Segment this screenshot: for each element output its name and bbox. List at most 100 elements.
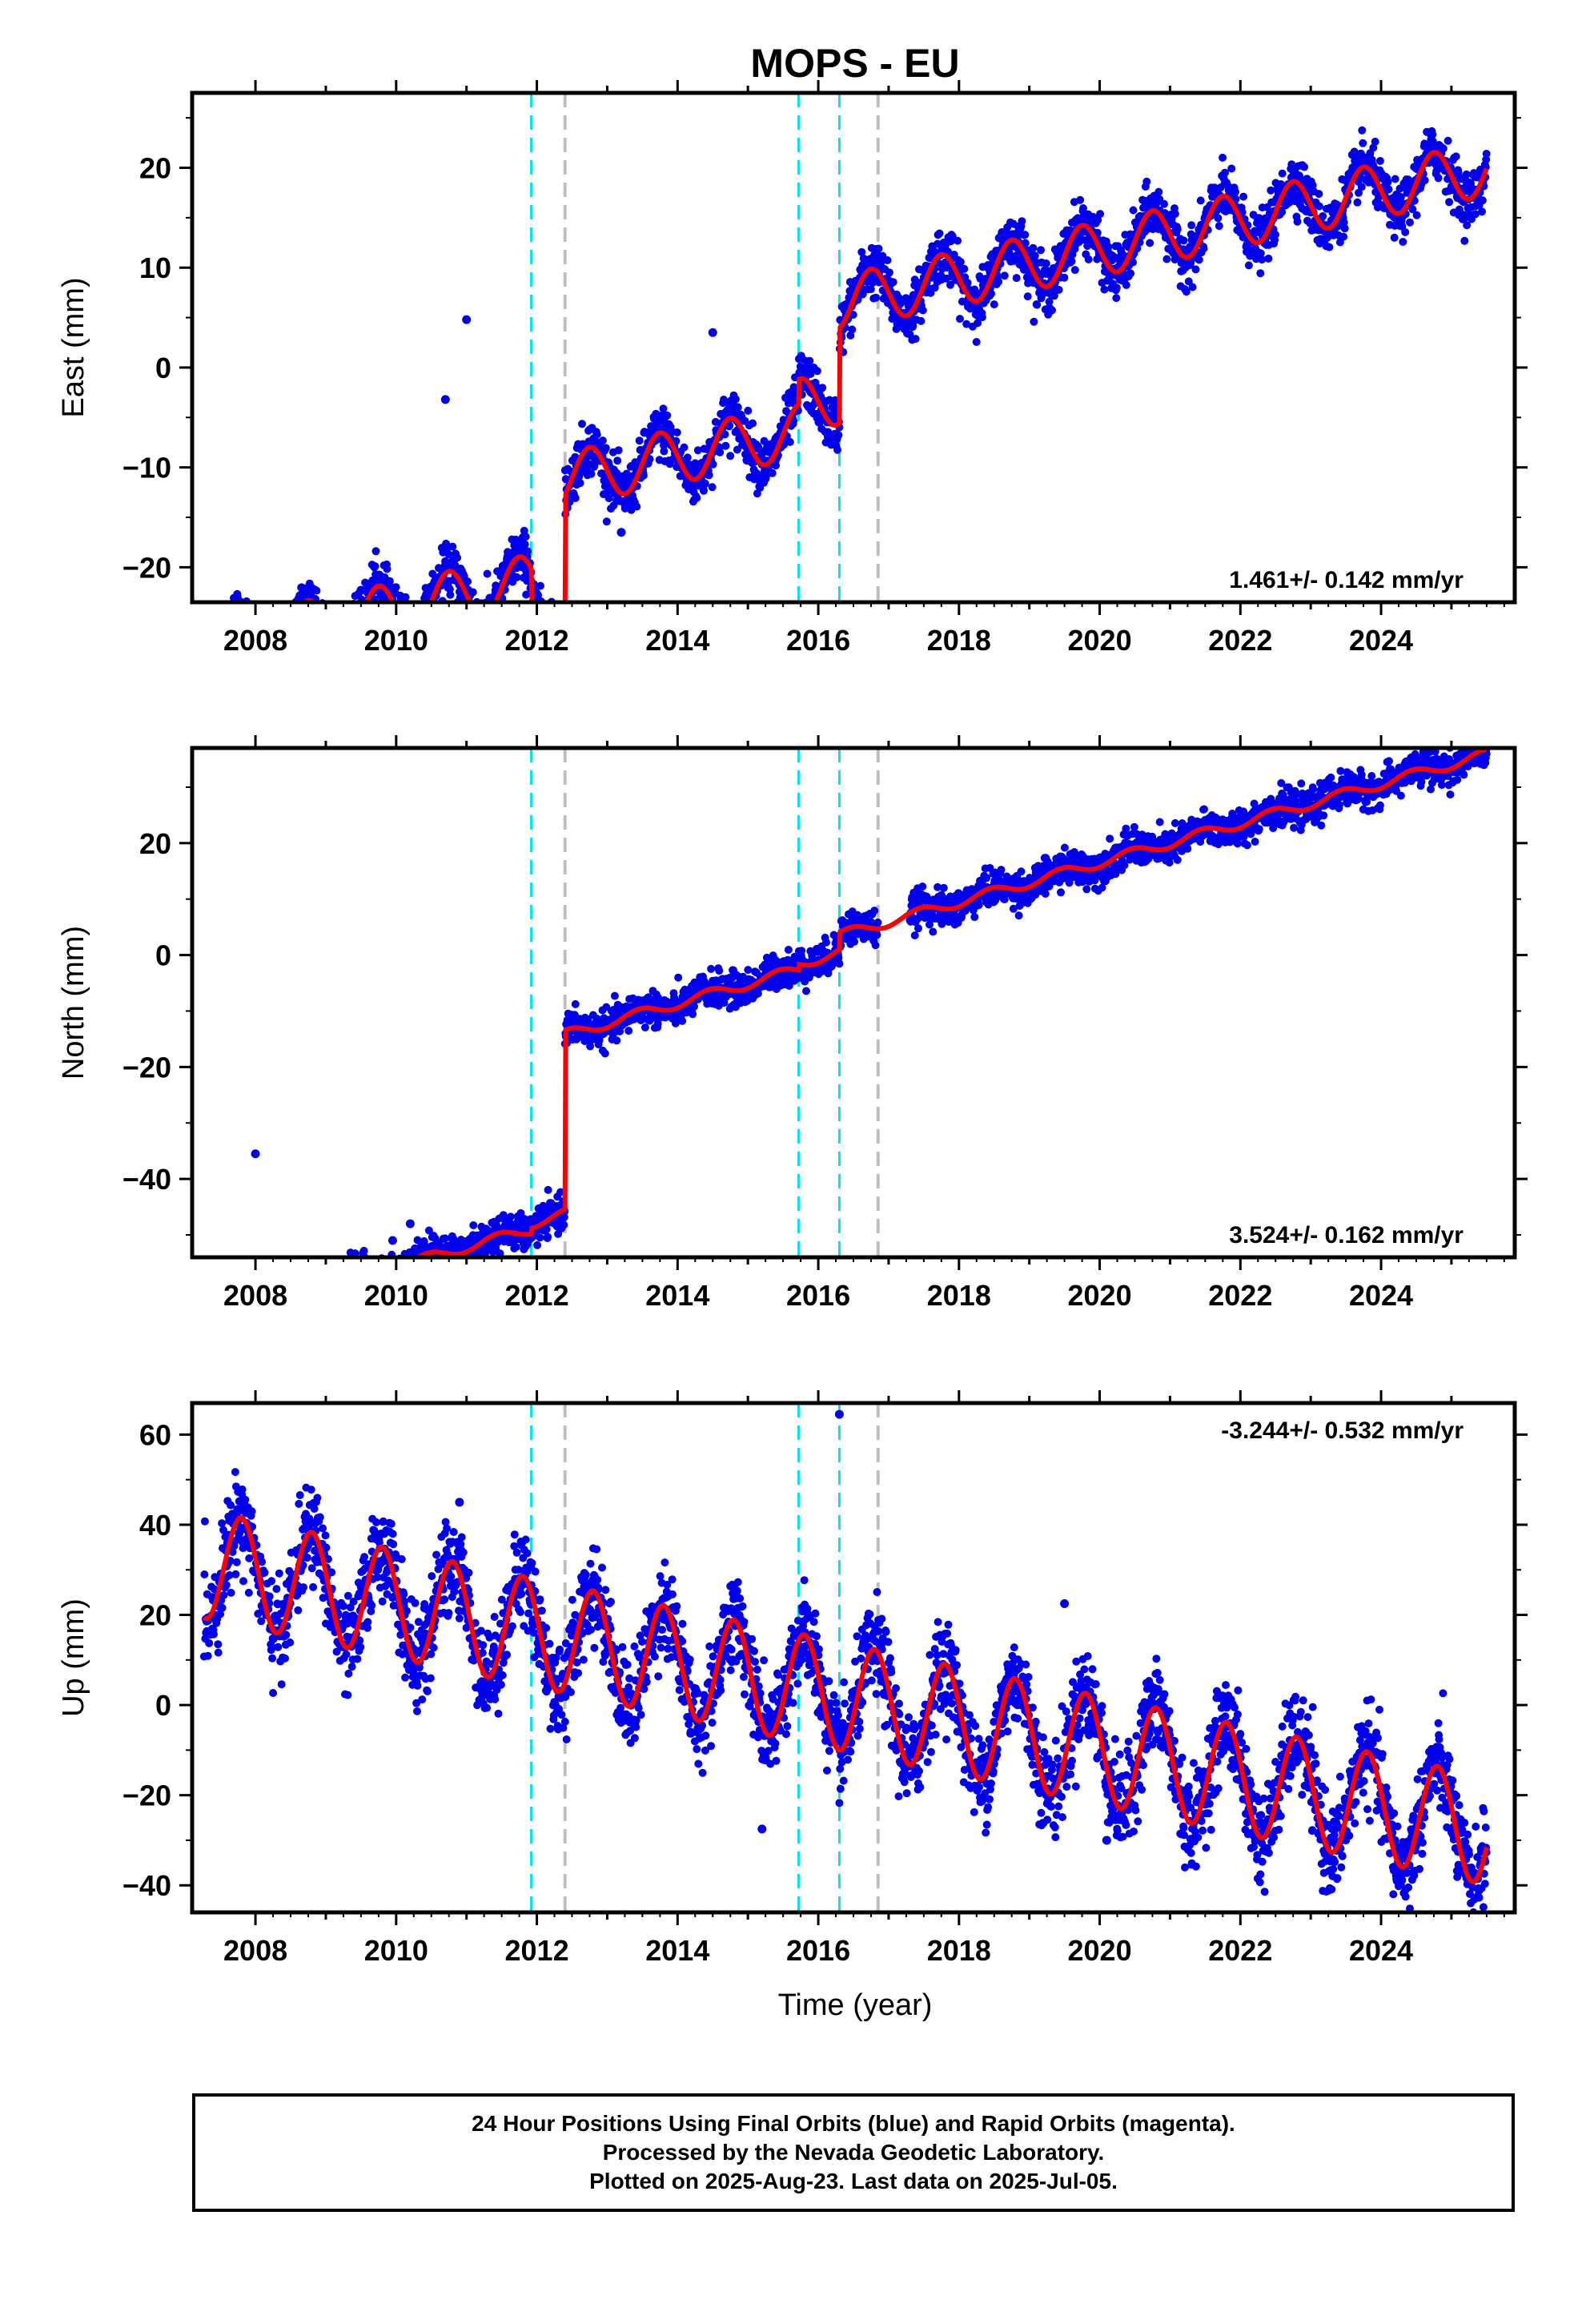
data-point [1048, 306, 1056, 315]
data-point [287, 1305, 295, 1313]
data-point [1462, 170, 1471, 179]
data-point [1162, 255, 1171, 263]
data-point [271, 1316, 279, 1324]
data-point [318, 1286, 326, 1294]
data-point [301, 1283, 309, 1291]
data-point [291, 1283, 299, 1291]
data-point [203, 667, 211, 675]
data-point [956, 258, 965, 267]
data-point [340, 656, 348, 664]
data-point [335, 1272, 343, 1280]
data-point [265, 1316, 273, 1324]
data-point [590, 461, 599, 470]
data-point [1033, 300, 1042, 309]
data-point [339, 649, 347, 657]
data-point [363, 1264, 371, 1272]
data-point [403, 669, 411, 677]
data-point [369, 613, 377, 621]
data-point [1258, 255, 1267, 264]
data-point [371, 605, 379, 613]
data-point [210, 657, 218, 665]
data-point [483, 610, 491, 618]
data-point [295, 1293, 303, 1301]
data-point [309, 1297, 317, 1305]
data-point [476, 641, 484, 649]
data-point [1221, 168, 1229, 177]
data-point [397, 611, 405, 619]
data-point [210, 667, 218, 675]
data-point [733, 403, 742, 412]
data-point [224, 1317, 232, 1325]
data-point [287, 628, 295, 636]
data-point [874, 244, 883, 253]
data-point [333, 637, 341, 645]
data-point [303, 1297, 311, 1305]
data-point [303, 1302, 311, 1310]
data-point [378, 1265, 386, 1273]
data-point [1129, 206, 1138, 215]
data-point [352, 632, 360, 640]
data-point [333, 647, 341, 655]
data-point [1278, 169, 1287, 178]
data-point [208, 650, 216, 658]
data-point [204, 1296, 212, 1304]
data-point [405, 1261, 413, 1269]
data-point [290, 630, 298, 638]
data-point [291, 608, 299, 616]
data-point [476, 613, 484, 621]
data-point [211, 671, 219, 679]
data-point [337, 670, 345, 678]
data-point [558, 658, 566, 666]
data-point [248, 1311, 256, 1319]
data-point [364, 1271, 372, 1279]
data-point [323, 633, 331, 641]
data-point [433, 605, 441, 613]
data-point [293, 1297, 301, 1305]
data-point [440, 1264, 448, 1272]
data-point [303, 611, 311, 619]
data-point [233, 1317, 241, 1325]
data-point [558, 607, 566, 615]
data-point [377, 1268, 385, 1276]
data-point [423, 609, 431, 617]
data-point [203, 1315, 211, 1323]
data-point [202, 1317, 210, 1325]
data-point [1199, 244, 1208, 253]
data-point [1142, 177, 1151, 186]
data-point [520, 540, 529, 549]
data-point [200, 659, 208, 667]
data-point [355, 1269, 363, 1277]
data-point [292, 1286, 300, 1294]
data-point [533, 1240, 542, 1249]
data-point [1239, 233, 1247, 242]
data-point [613, 456, 622, 465]
y-tick-label: 10 [139, 251, 171, 284]
data-point [236, 616, 244, 624]
data-point [600, 1049, 609, 1058]
data-point [385, 1270, 393, 1278]
data-point [205, 1317, 213, 1325]
data-point [353, 1261, 361, 1269]
data-point [476, 639, 484, 647]
data-point [339, 1280, 347, 1288]
data-point [342, 1282, 350, 1290]
data-point [210, 1294, 218, 1302]
data-point [350, 620, 358, 628]
data-point [484, 618, 492, 626]
data-point [217, 1329, 225, 1337]
outlier-point [356, 585, 366, 595]
data-point [296, 1289, 304, 1297]
data-point [245, 609, 253, 617]
data-point [470, 606, 478, 614]
data-point [1030, 251, 1039, 260]
data-point [524, 547, 532, 556]
data-point [336, 1286, 344, 1294]
data-point [263, 656, 271, 664]
data-point [556, 611, 564, 619]
data-point [1428, 131, 1437, 139]
data-point [1319, 212, 1327, 220]
data-point [322, 610, 330, 618]
data-point [721, 430, 729, 439]
data-point [307, 1318, 315, 1326]
data-point [329, 1296, 337, 1304]
